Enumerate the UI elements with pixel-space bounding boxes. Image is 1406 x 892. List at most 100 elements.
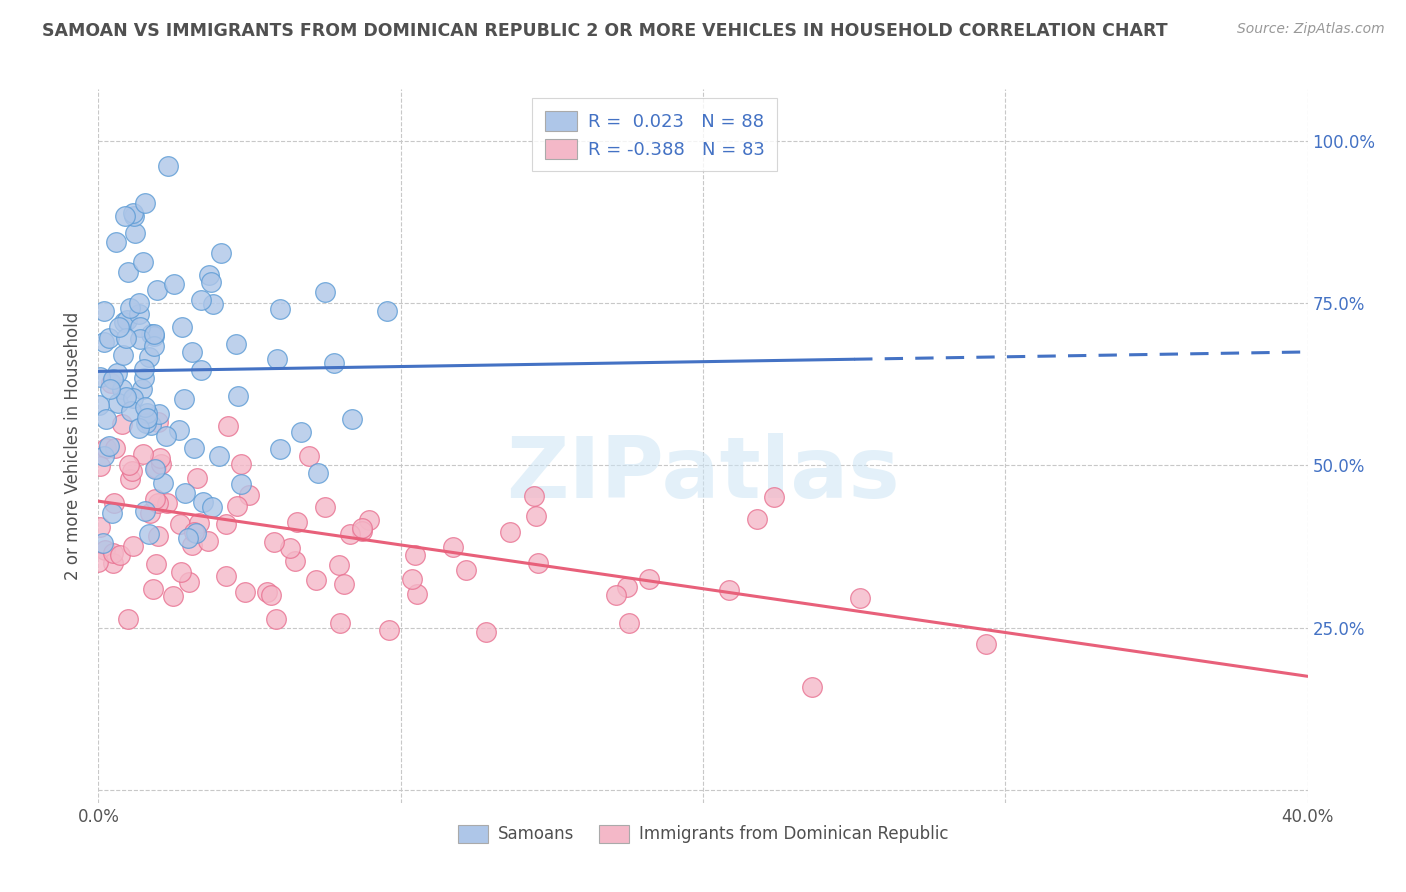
Point	[173, 392, 195, 406]
Point	[404, 548, 426, 562]
Point	[120, 301, 142, 316]
Point	[226, 389, 249, 403]
Point	[94, 412, 117, 426]
Point	[215, 517, 238, 532]
Point	[122, 539, 145, 553]
Point	[201, 297, 224, 311]
Point	[104, 441, 127, 455]
Point	[350, 521, 373, 535]
Point	[148, 528, 170, 542]
Point	[169, 423, 191, 437]
Point	[217, 418, 239, 433]
Point	[132, 362, 155, 376]
Point	[359, 513, 381, 527]
Point	[638, 572, 661, 586]
Point	[139, 418, 162, 433]
Point	[180, 345, 202, 359]
Text: SAMOAN VS IMMIGRANTS FROM DOMINICAN REPUBLIC 2 OR MORE VEHICLES IN HOUSEHOLD COR: SAMOAN VS IMMIGRANTS FROM DOMINICAN REPU…	[42, 22, 1168, 40]
Point	[215, 569, 238, 583]
Point	[290, 425, 312, 439]
Point	[94, 543, 117, 558]
Point	[129, 332, 152, 346]
Point	[128, 320, 150, 334]
Point	[263, 534, 285, 549]
Point	[198, 268, 221, 283]
Point	[135, 411, 157, 425]
Point	[174, 485, 197, 500]
Point	[114, 209, 136, 223]
Point	[169, 517, 191, 532]
Point	[93, 304, 115, 318]
Point	[200, 275, 222, 289]
Point	[143, 462, 166, 476]
Point	[259, 588, 281, 602]
Point	[111, 348, 134, 362]
Point	[190, 293, 212, 308]
Point	[110, 548, 132, 562]
Point	[156, 495, 179, 509]
Point	[121, 464, 143, 478]
Point	[747, 511, 769, 525]
Point	[225, 500, 247, 514]
Point	[256, 585, 278, 599]
Point	[146, 283, 169, 297]
Point	[201, 500, 224, 515]
Point	[145, 461, 167, 475]
Point	[350, 524, 373, 538]
Point	[475, 624, 498, 639]
Point	[118, 472, 141, 486]
Point	[197, 534, 219, 549]
Point	[143, 339, 166, 353]
Point	[132, 447, 155, 461]
Point	[101, 556, 124, 570]
Point	[115, 331, 138, 345]
Point	[87, 555, 110, 569]
Point	[177, 531, 200, 545]
Point	[89, 520, 111, 534]
Point	[298, 450, 321, 464]
Point	[405, 587, 427, 601]
Point	[605, 588, 627, 602]
Point	[115, 313, 138, 327]
Point	[121, 391, 143, 405]
Point	[617, 616, 640, 631]
Point	[145, 491, 167, 506]
Point	[117, 265, 139, 279]
Point	[339, 526, 361, 541]
Point	[107, 319, 129, 334]
Point	[103, 546, 125, 560]
Point	[762, 490, 785, 504]
Point	[101, 506, 124, 520]
Point	[285, 515, 308, 529]
Point	[146, 495, 169, 509]
Point	[401, 572, 423, 586]
Text: ZIPatlas: ZIPatlas	[506, 433, 900, 516]
Point	[616, 580, 638, 594]
Point	[117, 612, 139, 626]
Point	[211, 246, 233, 260]
Point	[142, 582, 165, 596]
Point	[526, 508, 548, 523]
Point	[375, 303, 398, 318]
Point	[112, 315, 135, 329]
Point	[231, 458, 253, 472]
Point	[98, 440, 121, 454]
Point	[98, 331, 121, 345]
Point	[122, 209, 145, 223]
Point	[128, 307, 150, 321]
Point	[163, 277, 186, 291]
Point	[100, 376, 122, 390]
Point	[340, 411, 363, 425]
Point	[134, 400, 156, 414]
Point	[269, 302, 291, 317]
Point	[974, 636, 997, 650]
Point	[98, 382, 121, 396]
Point	[103, 371, 125, 385]
Point	[188, 516, 211, 530]
Point	[499, 525, 522, 540]
Point	[170, 320, 193, 334]
Point	[118, 458, 141, 472]
Point	[314, 285, 336, 299]
Point	[146, 415, 169, 429]
Point	[269, 442, 291, 457]
